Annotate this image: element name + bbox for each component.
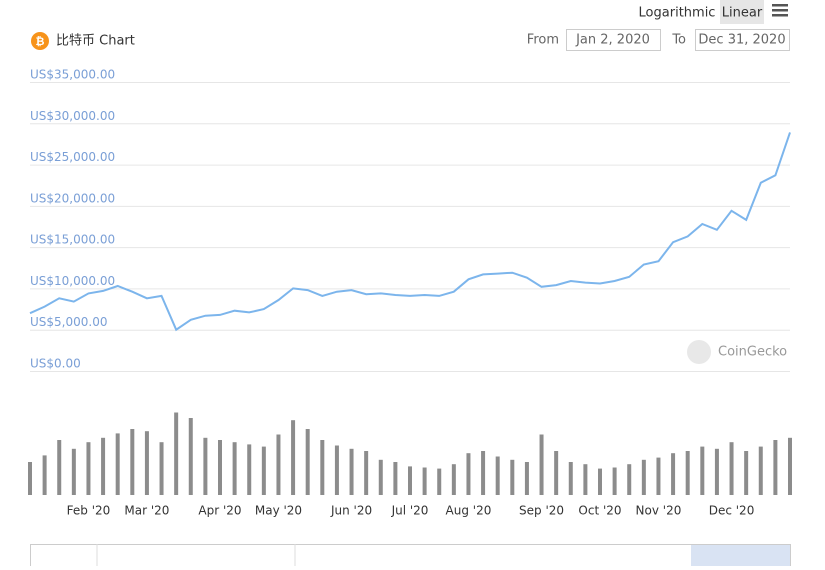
volume-bar <box>364 451 369 495</box>
x-tick-label: Sep '20 <box>519 504 564 518</box>
volume-bar <box>510 459 515 495</box>
volume-bar <box>203 437 208 495</box>
volume-bar <box>57 440 62 495</box>
volume-bar <box>729 442 734 495</box>
volume-bar <box>188 418 193 495</box>
volume-bar <box>671 453 676 495</box>
volume-bar <box>408 466 412 495</box>
volume-bar <box>291 420 296 495</box>
volume-bar <box>174 412 179 495</box>
volume-bar <box>305 429 310 495</box>
x-tick-label: May '20 <box>255 504 302 518</box>
bitcoin-symbol: ₿ <box>36 35 45 48</box>
volume-bar <box>334 445 339 495</box>
volume-bar <box>524 462 529 495</box>
volume-bar <box>744 451 749 495</box>
volume-bar <box>86 442 91 495</box>
price-line <box>29 132 791 332</box>
navigator[interactable] <box>30 544 791 570</box>
volume-bar <box>612 467 617 495</box>
x-tick-label: Jul '20 <box>391 504 429 518</box>
from-input[interactable] <box>566 29 661 51</box>
scale-button[interactable]: Linear <box>722 6 763 21</box>
volume-bar <box>481 451 486 495</box>
volume-bar <box>583 464 588 495</box>
x-tick-label: Jun '20 <box>330 504 372 518</box>
volume-bar <box>159 442 164 495</box>
y-tick-label: US$25,000.00 <box>30 150 115 164</box>
volume-bar <box>714 448 719 495</box>
x-tick-label: Dec '20 <box>709 504 755 518</box>
volume-bar <box>349 448 354 495</box>
watermark-icon <box>687 340 711 364</box>
volume-bar <box>232 442 237 495</box>
x-tick-label: Oct '20 <box>578 504 621 518</box>
volume-bar <box>773 440 778 495</box>
volume-bar <box>598 468 602 495</box>
to-date: Dec 31, 2020 <box>698 33 785 48</box>
y-tick-label: US$10,000.00 <box>30 274 115 288</box>
volume-bar <box>568 462 573 495</box>
volume-bar <box>685 451 690 495</box>
watermark: CoinGecko <box>718 345 787 360</box>
chart-title: 比特币 Chart <box>56 34 135 49</box>
volume-bar <box>28 462 32 495</box>
volume-bar <box>393 462 398 495</box>
navigator-selection[interactable] <box>691 545 790 566</box>
volume-bar <box>627 464 632 495</box>
volume-bar <box>495 456 500 495</box>
volume-bar <box>71 448 76 495</box>
x-tick-label: Mar '20 <box>124 504 169 518</box>
volume-bar <box>115 433 120 495</box>
x-tick-label: Aug '20 <box>446 504 492 518</box>
volume-bar <box>378 459 383 495</box>
y-tick-label: US$0.00 <box>30 357 81 371</box>
volume-bar <box>422 467 427 495</box>
volume-bar <box>261 446 266 495</box>
from-date: Jan 2, 2020 <box>575 33 650 48</box>
menu-icon[interactable] <box>772 4 788 17</box>
volume-bar <box>466 453 471 495</box>
x-tick-label: Feb '20 <box>67 504 111 518</box>
volume-bar <box>437 468 442 495</box>
volume-bar <box>130 429 135 495</box>
volume-bar <box>758 446 763 495</box>
volume-bar <box>788 437 792 495</box>
y-tick-label: US$15,000.00 <box>30 233 115 247</box>
volume-bar <box>247 444 252 495</box>
volume-bar <box>539 434 544 495</box>
bitcoin-icon <box>31 32 49 50</box>
volume-bar <box>554 451 559 495</box>
volume-bar <box>42 455 47 495</box>
volume-bar <box>656 457 661 495</box>
y-tick-label: US$30,000.00 <box>30 109 115 123</box>
to-label: To <box>671 33 686 48</box>
volume-bar <box>218 440 222 495</box>
x-tick-label: Nov '20 <box>636 504 682 518</box>
volume-bar <box>700 446 705 495</box>
volume-bar <box>144 431 149 495</box>
x-tick-label: Apr '20 <box>198 504 241 518</box>
volume-bar <box>641 459 646 495</box>
volume-bar <box>451 464 456 495</box>
to-input[interactable] <box>695 29 790 51</box>
y-tick-label: US$35,000.00 <box>30 68 115 82</box>
from-label: From <box>527 33 559 48</box>
volume-bar <box>276 434 281 495</box>
scale-button-bg <box>720 0 764 24</box>
volume-bar <box>320 440 325 495</box>
y-tick-label: US$5,000.00 <box>30 315 107 329</box>
volume-bar <box>101 437 106 495</box>
y-tick-label: US$20,000.00 <box>30 191 115 205</box>
scale-button[interactable]: Logarithmic <box>639 6 716 21</box>
